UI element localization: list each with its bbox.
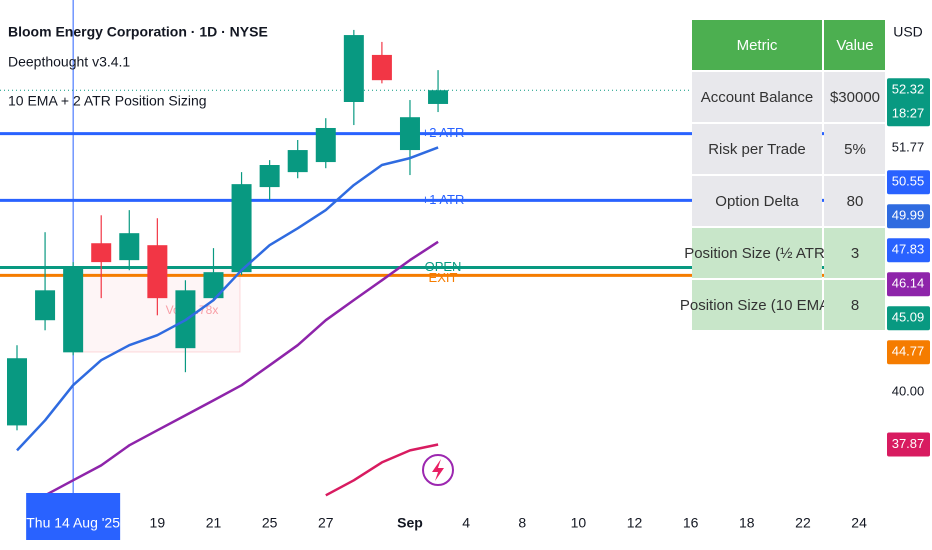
indicator-line: [44, 240, 439, 497]
candle-body: [287, 150, 308, 173]
level-label: EXIT: [429, 270, 458, 285]
table-cell: [824, 124, 886, 174]
table-header: Metric: [737, 37, 778, 54]
x-tick-label: 4: [462, 515, 470, 531]
table-cell: [824, 176, 886, 226]
x-tick-label: 22: [795, 515, 811, 531]
subtitle: 10 EMA + 2 ATR Position Sizing: [8, 93, 207, 109]
candle-body: [203, 272, 224, 299]
table-text: Position Size (10 EMA): [680, 297, 834, 314]
level-label: OPEN: [425, 259, 462, 274]
x-tick-label: 21: [206, 515, 222, 531]
table-text: 8: [851, 297, 859, 314]
table-text: Option Delta: [715, 193, 799, 210]
logo: [422, 454, 454, 486]
indicator-name: Deepthought v3.4.1: [8, 54, 130, 70]
table-text: Account Balance: [701, 89, 814, 106]
price-tag-label: 47.83: [892, 242, 925, 257]
table-cell: [692, 228, 822, 278]
crosshair-label: Thu 14 Aug '25: [26, 515, 120, 531]
candle-body: [315, 127, 336, 163]
title: Bloom Energy Corporation · 1D · NYSE: [8, 24, 268, 40]
price-tag-label: 45.09: [892, 310, 925, 325]
candle-body: [428, 90, 449, 104]
x-tick-label: 10: [571, 515, 587, 531]
price-tag: [887, 204, 930, 229]
price-tag: [887, 306, 930, 331]
candle-body: [91, 243, 112, 263]
price-tag-label: 49.99: [892, 208, 925, 223]
candle-body: [371, 54, 392, 81]
logo-bolt: [432, 459, 444, 481]
candle-body: [63, 266, 84, 353]
table-cell: [824, 72, 886, 122]
table-text: 5%: [844, 141, 866, 158]
table-text: $30000: [830, 89, 880, 106]
price-tag-label: 46.14: [892, 276, 925, 291]
price-tag-label: 52.32: [892, 82, 925, 97]
candle-body: [399, 117, 420, 151]
x-tick-label: 24: [851, 515, 867, 531]
candle-body: [7, 358, 27, 426]
candle-body: [147, 245, 168, 299]
price-tag-label: 50.55: [892, 174, 925, 189]
table-header-cell: [824, 20, 886, 70]
candle-body: [119, 233, 140, 261]
price-tag: [887, 340, 930, 365]
indicator-line: [325, 443, 439, 497]
level-label: +2 ATR: [422, 125, 465, 140]
y-tick-label: 51.77: [892, 140, 925, 155]
table-cell: [692, 280, 822, 330]
price-tag: [887, 238, 930, 263]
table-cell: [692, 124, 822, 174]
price-tag-label: 44.77: [892, 344, 925, 359]
table-cell: [824, 280, 886, 330]
candle-body: [259, 165, 280, 188]
crosshair-label-bg: [26, 493, 121, 540]
indicator-line: [16, 146, 439, 452]
x-tick-label: Sep: [397, 515, 423, 531]
x-tick-label: 19: [150, 515, 166, 531]
table-text: 3: [851, 245, 859, 262]
table-text: Position Size (½ ATR): [684, 245, 830, 262]
price-tag-label: 37.87: [892, 436, 925, 451]
x-tick-label: 12: [627, 515, 643, 531]
x-tick-label: 25: [262, 515, 278, 531]
table-text: Risk per Trade: [708, 141, 806, 158]
table-text: 80: [847, 193, 864, 210]
candle-body: [231, 184, 252, 273]
table-cell: [824, 228, 886, 278]
level-label: +1 ATR: [422, 192, 465, 207]
currency: USD: [893, 24, 923, 40]
price-tag: [887, 432, 930, 457]
table-cell: [692, 176, 822, 226]
table-cell: [692, 72, 822, 122]
x-tick-label: 18: [739, 515, 755, 531]
y-tick-label: 40.00: [892, 384, 925, 399]
candle-body: [343, 35, 364, 102]
header: Bloom Energy Corporation · 1D · NYSE Dee…: [8, 24, 268, 109]
x-tick-label: 16: [683, 515, 699, 531]
price-tag: [887, 170, 930, 195]
indicator-lines: [16, 146, 439, 497]
countdown: 18:27: [892, 106, 925, 121]
metrics-table: Metric Value Account Balance $30000 Risk per…: [680, 20, 886, 330]
table-header-cell: [692, 20, 822, 70]
price-tag: [887, 78, 930, 127]
candle-body: [35, 290, 56, 321]
price-tag: [887, 272, 930, 297]
table-header: Value: [836, 37, 873, 54]
candles: [7, 29, 449, 431]
x-tick-label: 27: [318, 515, 334, 531]
time-axis-bg: [0, 510, 932, 550]
x-tick-label: 8: [518, 515, 526, 531]
